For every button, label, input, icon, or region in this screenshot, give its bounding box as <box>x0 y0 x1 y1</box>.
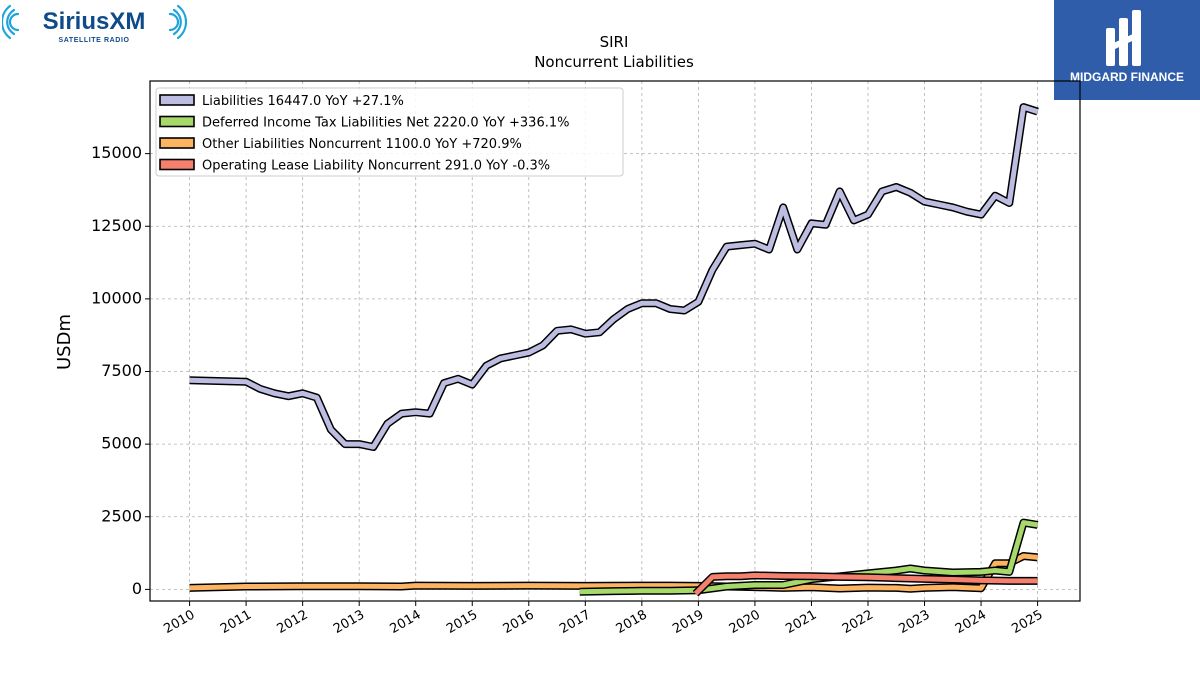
series-operating_lease <box>692 571 1038 597</box>
x-tick-label: 2017 <box>557 607 593 637</box>
x-tick-label: 2022 <box>840 607 876 637</box>
legend-label: Deferred Income Tax Liabilities Net 2220… <box>202 116 570 131</box>
y-tick-label: 15000 <box>91 143 142 162</box>
midgard-finance-logo: MIDGARD FINANCE <box>1054 0 1200 100</box>
plot-frame <box>149 80 1081 602</box>
x-tick-label: 2011 <box>218 607 254 637</box>
chart-title: SIRI <box>600 33 629 51</box>
x-tick-label: 2010 <box>161 607 197 637</box>
legend-swatch <box>159 94 195 106</box>
x-tick-label: 2025 <box>1009 607 1045 637</box>
y-axis-label: USDm <box>54 314 75 370</box>
series-line <box>693 572 1038 596</box>
brand-right-name: MIDGARD FINANCE <box>1070 70 1184 84</box>
x-tick-label: 2021 <box>783 607 819 637</box>
legend-label: Operating Lease Liability Noncurrent 291… <box>202 159 550 174</box>
x-tick-label: 2020 <box>727 607 763 637</box>
legend-swatch <box>159 115 195 128</box>
legend-swatch <box>159 158 195 171</box>
y-ticks: 0 2500 5000 7500 10000 12500 15000 <box>91 143 150 598</box>
series-lines <box>189 103 1039 597</box>
x-tick-label: 2024 <box>953 607 989 637</box>
legend-label: Liabilities 16447.0 YoY +27.1% <box>202 94 404 109</box>
chart-subtitle: Noncurrent Liabilities <box>534 53 694 71</box>
siriusxm-logo: SiriusXM SATELLITE RADIO <box>2 4 187 44</box>
x-tick-label: 2015 <box>444 607 480 637</box>
x-ticks: 2010 2011 2012 2013 2014 2015 2016 2017 2018 2019… <box>161 601 1046 637</box>
y-tick-label: 7500 <box>101 361 142 380</box>
legend-swatch <box>159 137 195 149</box>
legend-box <box>155 87 624 177</box>
series-liabilities <box>189 103 1039 451</box>
y-tick-label: 10000 <box>91 288 142 307</box>
x-tick-label: 2014 <box>388 607 424 637</box>
signal-waves-icon <box>2 4 187 40</box>
x-tick-label: 2013 <box>331 607 367 637</box>
legend-label: Other Liabilities Noncurrent 1100.0 YoY … <box>202 137 522 152</box>
y-tick-label: 5000 <box>101 434 142 453</box>
x-tick-label: 2018 <box>614 607 650 637</box>
x-tick-label: 2016 <box>501 607 537 637</box>
y-tick-label: 0 <box>132 579 142 598</box>
midgard-emblem-icon <box>1106 10 1141 66</box>
legend: Liabilities 16447.0 YoY +27.1% Deferred I… <box>155 87 624 177</box>
x-tick-label: 2012 <box>274 607 310 637</box>
y-tick-label: 2500 <box>101 506 142 525</box>
x-tick-label: 2019 <box>670 607 706 637</box>
brand-name: SiriusXM <box>43 8 146 35</box>
brand-tagline: SATELLITE RADIO <box>58 37 129 44</box>
series-line <box>189 104 1039 450</box>
y-tick-label: 12500 <box>91 216 142 235</box>
x-tick-label: 2023 <box>896 607 932 637</box>
